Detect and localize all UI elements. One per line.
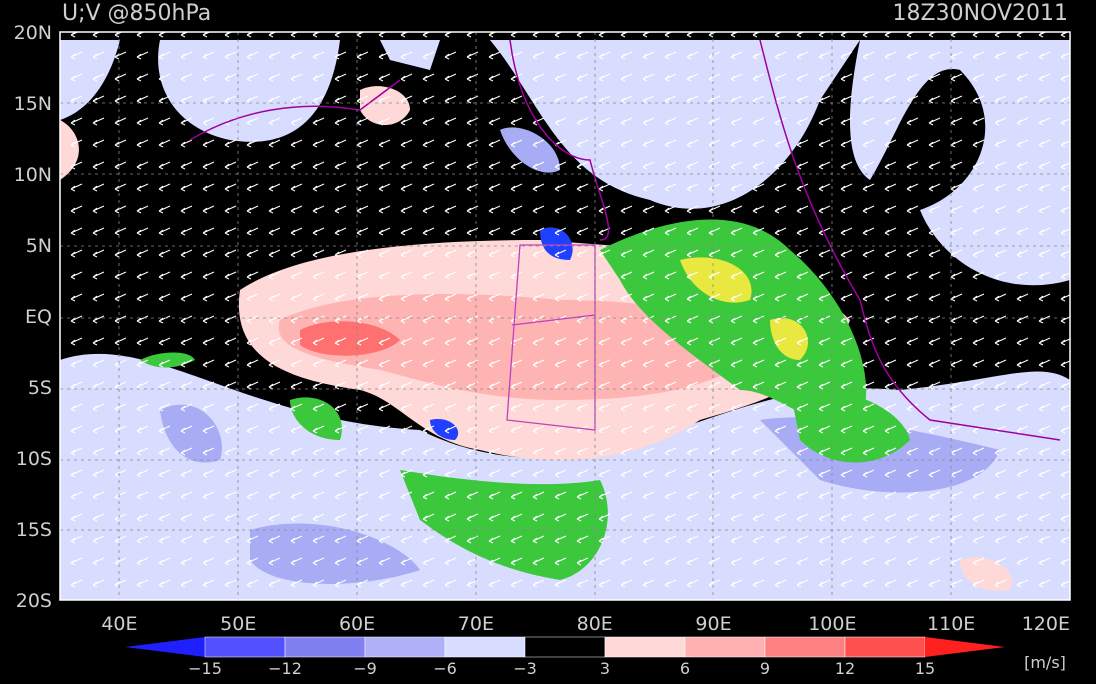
latitude-label: 20S <box>16 590 52 612</box>
longitude-label: 90E <box>695 613 731 635</box>
longitude-label: 70E <box>458 613 494 635</box>
colorbar-box <box>604 636 686 658</box>
longitude-label: 110E <box>927 613 975 635</box>
colorbar-box <box>204 636 286 658</box>
colorbar: −15 −12 −9 −6 −3 3 6 9 12 15 <box>125 636 1005 678</box>
colorbar-label: 6 <box>680 659 690 678</box>
latitude-label: 15S <box>16 519 52 541</box>
longitude-label: 80E <box>577 613 613 635</box>
colorbar-label: 9 <box>760 659 770 678</box>
latitude-label: 10S <box>16 448 52 470</box>
latitude-label: 5S <box>28 377 52 399</box>
colorbar-label: −15 <box>188 659 222 678</box>
latitude-label: 20N <box>14 22 52 44</box>
longitude-label: 120E <box>1022 613 1070 635</box>
latitude-label: 15N <box>14 93 52 115</box>
colorbar-label: −12 <box>268 659 302 678</box>
latitude-label: 5N <box>26 235 52 257</box>
colorbar-arrow-left <box>125 637 205 657</box>
colorbar-box <box>844 636 926 658</box>
colorbar-units: [m/s] <box>1024 653 1066 672</box>
map-field <box>60 32 1070 600</box>
colorbar-label: −6 <box>433 659 457 678</box>
longitude-label: 60E <box>339 613 375 635</box>
colorbar-arrow-right <box>925 637 1005 657</box>
colorbar-box <box>364 636 446 658</box>
colorbar-box <box>684 636 766 658</box>
map-frame <box>59 31 1071 601</box>
colorbar-box <box>524 636 606 658</box>
longitude-label: 100E <box>808 613 856 635</box>
colorbar-box <box>444 636 526 658</box>
colorbar-label: 12 <box>835 659 855 678</box>
colorbar-label: −9 <box>353 659 377 678</box>
colorbar-box <box>764 636 846 658</box>
time-label: 18Z30NOV2011 <box>893 1 1068 26</box>
colorbar-label: 3 <box>600 659 610 678</box>
colorbar-label: −3 <box>513 659 537 678</box>
longitude-label: 50E <box>220 613 256 635</box>
latitude-label: EQ <box>25 306 52 328</box>
title: U;V @850hPa <box>62 1 211 26</box>
colorbar-box <box>284 636 366 658</box>
colorbar-label: 15 <box>915 659 935 678</box>
latitude-label: 10N <box>14 164 52 186</box>
longitude-label: 40E <box>101 613 137 635</box>
